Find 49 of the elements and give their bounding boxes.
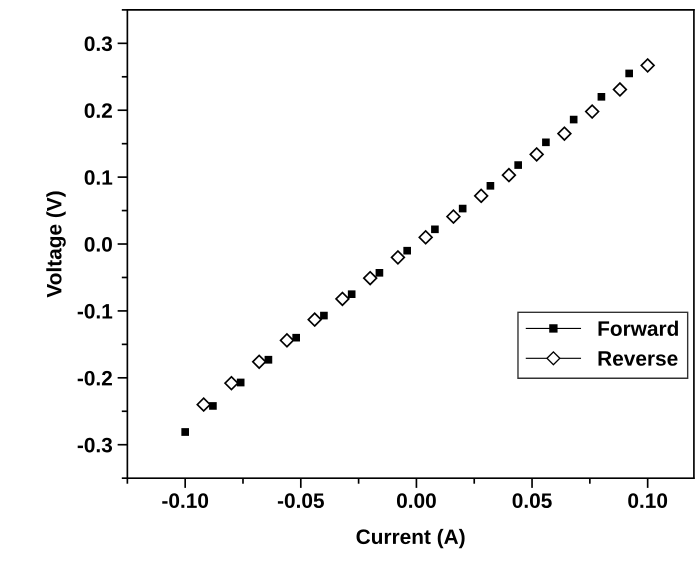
point	[502, 168, 516, 182]
point	[376, 268, 384, 277]
point	[625, 70, 633, 78]
y-tick-label: -0.1	[78, 304, 112, 319]
point	[612, 82, 628, 97]
x-tick-label: 0.00	[396, 493, 436, 508]
point	[584, 104, 600, 119]
point	[292, 334, 300, 342]
point	[598, 93, 606, 101]
point	[446, 209, 461, 224]
point	[486, 182, 494, 190]
x-tick-label: 0.10	[628, 493, 668, 508]
x-tick-label: -0.05	[278, 493, 324, 508]
point	[474, 188, 488, 204]
point	[403, 246, 411, 255]
point	[458, 204, 466, 212]
x-axis-title: Current (A)	[356, 528, 465, 548]
y-tick-label: 0.2	[84, 103, 112, 118]
point	[529, 147, 544, 162]
point	[224, 376, 239, 390]
y-tick-label: -0.3	[78, 438, 112, 452]
legend-label: Reverse	[598, 351, 678, 366]
point	[514, 161, 522, 169]
point	[335, 292, 350, 306]
point	[196, 397, 211, 412]
point	[418, 230, 433, 245]
point	[264, 356, 272, 364]
point	[348, 290, 356, 298]
point	[320, 312, 328, 320]
point	[431, 225, 439, 234]
point	[307, 312, 322, 327]
y-tick-label: 0.0	[84, 237, 112, 252]
y-tick-label: 0.1	[84, 170, 112, 185]
x-tick-label: -0.10	[162, 493, 208, 508]
point	[542, 138, 550, 146]
point	[640, 58, 655, 73]
point	[570, 116, 578, 124]
point	[557, 126, 572, 141]
point	[236, 378, 244, 386]
y-axis-title: Voltage (V)	[46, 191, 66, 298]
y-tick-label: -0.2	[78, 370, 112, 386]
point	[362, 270, 378, 286]
point	[181, 428, 189, 436]
x-tick-label: 0.05	[512, 493, 552, 508]
point	[390, 250, 406, 265]
point	[252, 354, 266, 369]
point	[280, 333, 294, 348]
y-tick-label: 0.3	[84, 36, 112, 52]
legend-label: Forward	[598, 320, 678, 336]
